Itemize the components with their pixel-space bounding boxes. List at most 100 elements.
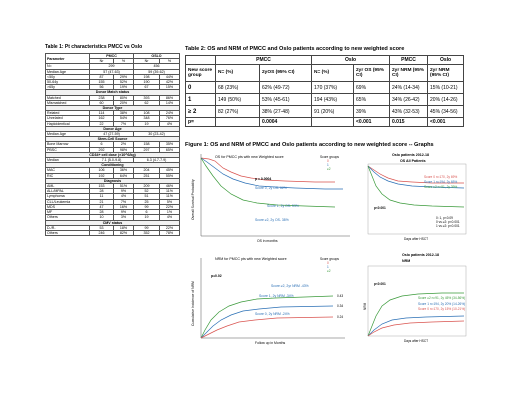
t2-cell: 39% [353, 105, 391, 118]
table2-title: Table 2: OS and NRM of PMCC and Oslo pat… [185, 46, 405, 52]
t2-col-head: New score group [185, 64, 216, 82]
t2-cell: 0.0004 [258, 117, 313, 127]
t1-cell: 14% [159, 99, 180, 107]
t1-section-label: CD34+ cell dose (×10^6/kg) [45, 151, 180, 159]
nrm-pmcc-note-score2: Score ≥2, 2yr NRM -43% [271, 284, 309, 288]
nrm-pmcc-end-value: 0.34 [337, 304, 344, 308]
t2-cell: 43% (32-53) [389, 105, 429, 118]
nrm-pmcc-note-score1: Score 1, 2y NRM -34% [259, 294, 294, 298]
nrm-oslo-note-1: Score 1 n=194, 2y 20% (14-26%) [418, 302, 466, 306]
t1-cell: 46% [159, 183, 180, 190]
os-oslo-panel: Oslo patients 2012-18 OS All Patients Sc… [362, 150, 470, 248]
nrm-oslo-ylabel: NRM [363, 302, 367, 310]
t2-cell: 68 (23%) [215, 81, 260, 94]
nrm-oslo-p: p<0.001 [374, 282, 386, 286]
t2-cell: 53% (45-61) [258, 93, 313, 106]
nrm-pmcc-panel: NRM for PMCC pts with new Weighted score… [185, 252, 355, 350]
t2-cell: 0 [185, 81, 216, 94]
t2-col-head: 2yr OS (95% CI) [353, 64, 391, 82]
t2-cell: p= [185, 117, 216, 127]
os-pmcc-note-score2: Score ≥2, 2y OS- 38% [255, 218, 289, 222]
t1-row: D-/R- 53 18% 99 22% [45, 224, 180, 231]
t2-cell: 149 (50%) [215, 93, 260, 106]
t1-section-label: Diagnosis [45, 177, 180, 185]
t1-cell: 6.3 (4.7-7.9) [133, 157, 180, 164]
table2: PMCC Oslo PMCC Oslo New score group N= (… [185, 55, 465, 127]
nrm-pmcc-curve-score1 [200, 305, 334, 339]
t2-cell: 34% (26-42) [389, 93, 429, 106]
t1-row: Others 10 3% 19 4% [45, 214, 180, 221]
t2-group-pmcc-nrm: PMCC [389, 55, 429, 65]
t1-cell: 11% [159, 188, 180, 195]
t1-cell: 35% [159, 141, 180, 148]
nrm-pmcc-p: p=0.02 [211, 274, 222, 278]
os-oslo-curve-score1 [367, 165, 465, 189]
os-oslo-curve-score2 [367, 165, 465, 208]
nrm-pmcc-note-score0: Score 0, 2y NRM -24% [255, 312, 290, 316]
os-pmcc-curve-score0 [200, 157, 335, 183]
t1-cell: 30 (23-42) [133, 131, 180, 138]
t1-row: Unrelated 162 54% 348 76% [45, 115, 180, 122]
os-pmcc-note-score0: Score 0, 2y OS- 62% [255, 186, 287, 190]
t1-cell: 246 [89, 229, 114, 237]
table1-title: Table 1: Pt characteristics PMCC vs Oslo [45, 44, 143, 50]
os-oslo-note-2: Score ≥2 n=91, 2y 39% [424, 185, 458, 189]
nrm-oslo-curve-score1 [367, 315, 465, 337]
t2-cell: 20% (14-26) [427, 93, 465, 106]
t1-section-row: Stem-Cell Source [45, 136, 180, 143]
os-oslo-legend-1: 0 vs ≥2: p<0.001 [436, 220, 460, 224]
t2-col-head: 2yOS (95% CI) [258, 64, 313, 82]
t1-head-oslo: OSLO [133, 52, 180, 60]
os-pmcc-legend-0: 0 [327, 159, 329, 163]
t2-col-head: 2yr NRM (95% CI) [427, 64, 465, 82]
t1-section-row: Donor Age [45, 125, 180, 133]
t2-cell: 91 (20%) [311, 105, 355, 118]
t1-row: Matched 238 80% 393 86% [45, 94, 180, 101]
t1-section-label: Donor Age [45, 125, 180, 133]
os-oslo-subtitle: OS All Patients [400, 159, 426, 163]
nrm-pmcc-plot: Cumulative Incidence of NRM [191, 258, 345, 339]
t2-cell: 45% (34-56) [427, 105, 465, 118]
os-pmcc-legend-1: 1 [327, 163, 329, 167]
os-oslo-plot-frame [367, 163, 467, 235]
nrm-pmcc-legend-0: 0 [327, 261, 329, 265]
t1-row: Related 114 38% 108 24% [45, 110, 180, 117]
os-oslo-plot [367, 163, 467, 235]
t1-cell: 22% [159, 224, 180, 231]
t1-cell: 44% [159, 73, 180, 81]
t1-cell: 55% [159, 172, 180, 179]
os-oslo-legend-2: 1 vs ≥2: p<0.001 [436, 224, 460, 228]
t1-cell: 42% [159, 78, 180, 86]
t2-cell: 82 (27%) [215, 105, 260, 118]
nrm-oslo-title: Oslo patients 2012-18 [402, 253, 439, 257]
nrm-pmcc-legend-title: Score groups [320, 257, 339, 261]
os-pmcc-note-score1: Score 1, 2y OS- 53% [267, 204, 299, 208]
t2-group-pmcc-os: PMCC [214, 55, 313, 65]
t1-section-label: Conditioning [45, 162, 180, 169]
t1-cell: 82% [113, 229, 134, 237]
t1-cell: 78% [159, 229, 180, 237]
nrm-pmcc-xlabel: Follow up in Months [255, 341, 286, 345]
os-pmcc-curve-score2 [200, 157, 336, 208]
nrm-pmcc-end-value: 0.24 [337, 315, 344, 319]
t2-cell: 170 (37%) [311, 81, 355, 94]
os-oslo-note-0: Score 0 n=170, 2y 69% [424, 175, 458, 179]
nrm-oslo-curve-score0 [367, 320, 465, 337]
t2-col-head: 2yr NRM (95% CI) [389, 64, 429, 82]
t2-cell: <0.001 [427, 117, 465, 127]
nrm-pmcc-legend-1: 1 [327, 265, 329, 269]
t1-cell: 59 (39-62) [133, 68, 180, 75]
nrm-oslo-plot: NRM [363, 265, 467, 337]
t2-cell: 69% [353, 81, 391, 94]
t1-row: Others 246 82% 352 78% [45, 229, 180, 237]
t1-cell: 76% [159, 115, 180, 122]
t1-cell: 15% [159, 84, 180, 91]
nrm-pmcc-legend-2: ≥2 [327, 269, 331, 273]
figure-title: Figure 1: OS and NRM of PMCC and Oslo pa… [185, 142, 434, 148]
nrm-pmcc-end-value: 0.43 [337, 294, 344, 298]
t1-cell: 4% [159, 214, 180, 221]
t1-cell: 22% [159, 203, 180, 211]
os-pmcc-legend-2: ≥2 [327, 167, 331, 171]
os-pmcc-title: OS for PMCC pts with new Weighted score [215, 155, 284, 159]
nrm-pmcc-title: NRM for PMCC pts with new Weighted score [215, 257, 287, 261]
